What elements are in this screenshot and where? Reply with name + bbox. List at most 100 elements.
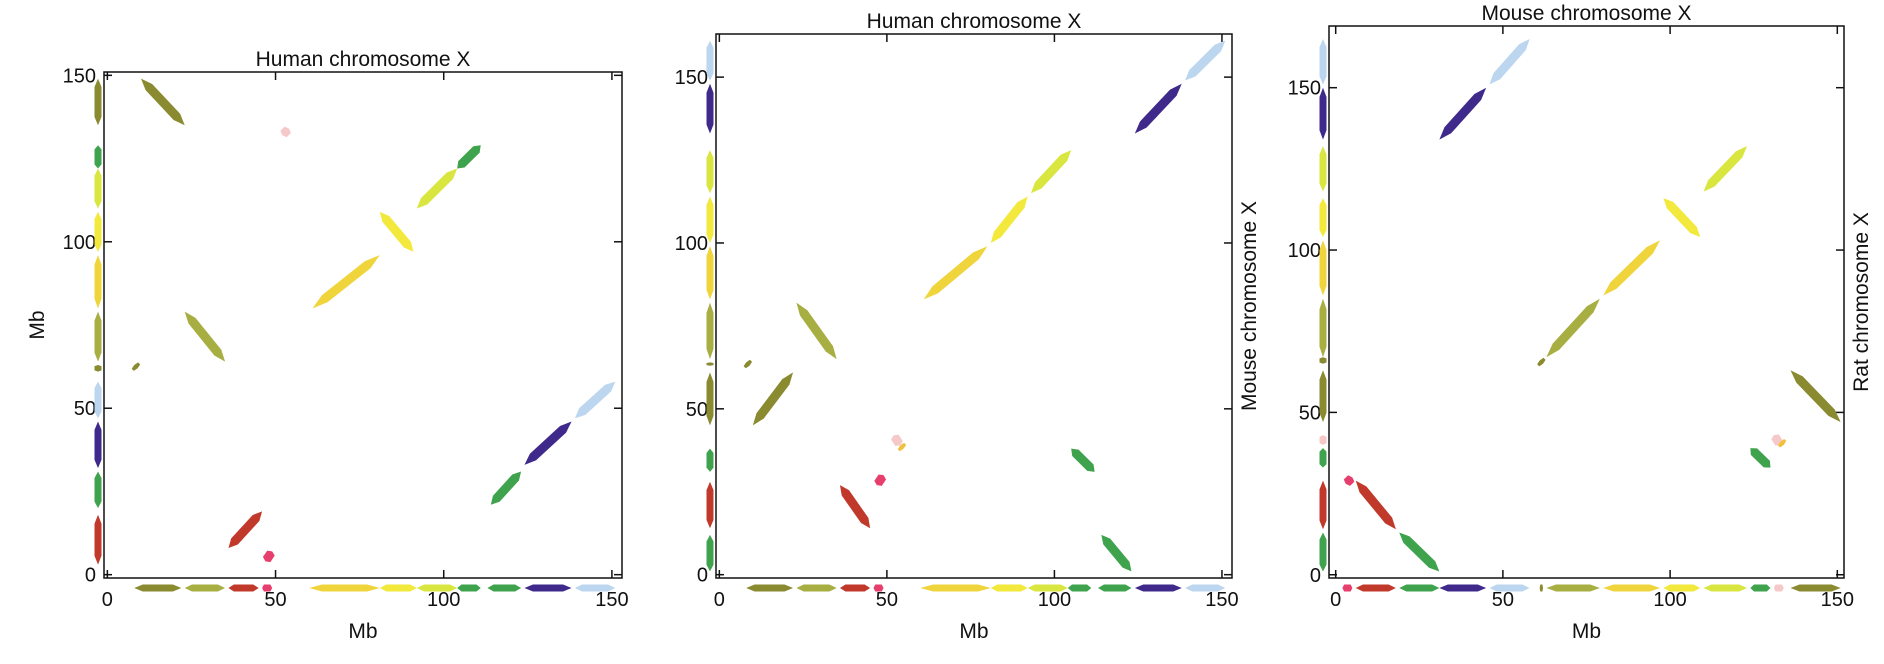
x-track-block [1027,584,1068,592]
x-tick-label: 50 [1492,589,1514,611]
x-track-block [1773,584,1784,592]
synteny-block [457,145,481,169]
chart-title: Human chromosome X [256,48,471,71]
y-track-block [1319,87,1327,140]
x-track-block [1185,584,1226,592]
y-tick-label: 50 [1299,402,1321,424]
y-track-block [94,421,102,469]
y-tick-label: 0 [1310,565,1321,587]
plot-frame [103,71,623,579]
y-axis-label: Rat chromosome X [1850,212,1873,392]
y-track-block [94,145,102,169]
synteny-block [891,434,903,447]
y-track-block [94,311,102,362]
y-tick-label: 100 [1288,240,1321,262]
x-tick-label: 0 [102,589,113,611]
synteny-block [1750,448,1771,468]
x-track-block [416,584,458,592]
synteny-block [379,211,414,252]
y-axis-label: Mb [26,310,49,339]
synteny-block [1399,532,1440,572]
x-track-block [228,584,259,592]
x-track-block [574,584,616,592]
x-track-block [839,584,871,592]
x-track-block [379,584,417,592]
synteny-block [490,471,522,505]
y-tick-label: 150 [63,65,96,87]
y-tick-label: 100 [63,232,96,254]
synteny-block [1134,83,1182,134]
y-track-block [706,83,714,134]
x-track-block [1663,584,1701,592]
plot-frame [1328,25,1845,579]
synteny-block [1185,40,1226,81]
y-track-block [1319,198,1327,238]
plot-frame [715,33,1233,579]
synteny-block [141,78,185,126]
synteny-block [839,485,871,529]
x-track-block [1134,584,1182,592]
synteny-block [923,246,988,300]
synteny-block [262,550,275,563]
synteny-block [897,442,907,452]
y-track-block [94,255,102,309]
y-track-block [706,196,714,243]
synteny-block [1355,480,1396,530]
x-track-block [487,584,522,592]
synteny-block [1790,370,1841,423]
synteny-block [416,168,458,209]
synteny-block [1489,38,1530,85]
y-track-block [706,448,714,472]
synteny-block [990,196,1028,243]
chart-title: Mouse chromosome X [1481,2,1691,25]
x-track-block [184,584,226,592]
x-track-block [920,584,991,592]
x-track-block [1750,584,1771,592]
x-axis-label: Mb [959,620,988,643]
y-track-block [706,150,714,194]
y-track-block [1319,298,1327,358]
y-track-block [706,534,714,572]
x-track-block [1355,584,1396,592]
synteny-block [1030,150,1072,194]
y-track-block [1319,435,1327,445]
x-track-block [1489,584,1530,592]
x-tick-label: 100 [1653,589,1686,611]
x-track-block [746,584,794,592]
x-track-block [1342,584,1353,592]
y-track-block [94,364,102,372]
y-axis-label: Mouse chromosome X [1238,201,1261,411]
y-tick-label: 150 [1288,78,1321,100]
synteny-block [312,255,380,309]
x-track-block [796,584,837,592]
x-track-block [873,584,884,592]
y-tick-label: 150 [675,67,708,89]
x-tick-label: 50 [876,589,898,611]
chart-panel-3: 0 50 100 150 0 50 100 150 Mouse chromosome X Mb Ra… [1288,2,1873,643]
x-track-block [262,584,273,592]
synteny-block [228,511,263,549]
y-track-block [1319,480,1327,530]
chart-panel-2: 0 50 100 150 0 50 100 150 Human chromosome X Mb Mo… [675,10,1261,643]
synteny-block [743,359,753,369]
x-axis-label: Mb [348,620,377,643]
x-track-block [1603,584,1661,592]
x-track-block [990,584,1028,592]
y-track-block [1319,146,1327,192]
y-tick-label: 0 [85,565,96,587]
chart-title: Human chromosome X [867,10,1082,33]
x-track-block [1067,584,1092,592]
y-track-block [706,362,714,366]
x-track-block [1097,584,1132,592]
y-track-block [94,514,102,565]
synteny-block [1439,87,1487,140]
synteny-block [280,126,291,138]
synteny-block [1603,240,1661,296]
x-track-block [1539,584,1544,592]
y-track-block [706,40,714,81]
synteny-block [1546,298,1600,358]
x-track-block [1399,584,1440,592]
synteny-block [1537,357,1546,367]
synteny-block [574,381,616,419]
x-tick-label: 100 [1038,589,1071,611]
